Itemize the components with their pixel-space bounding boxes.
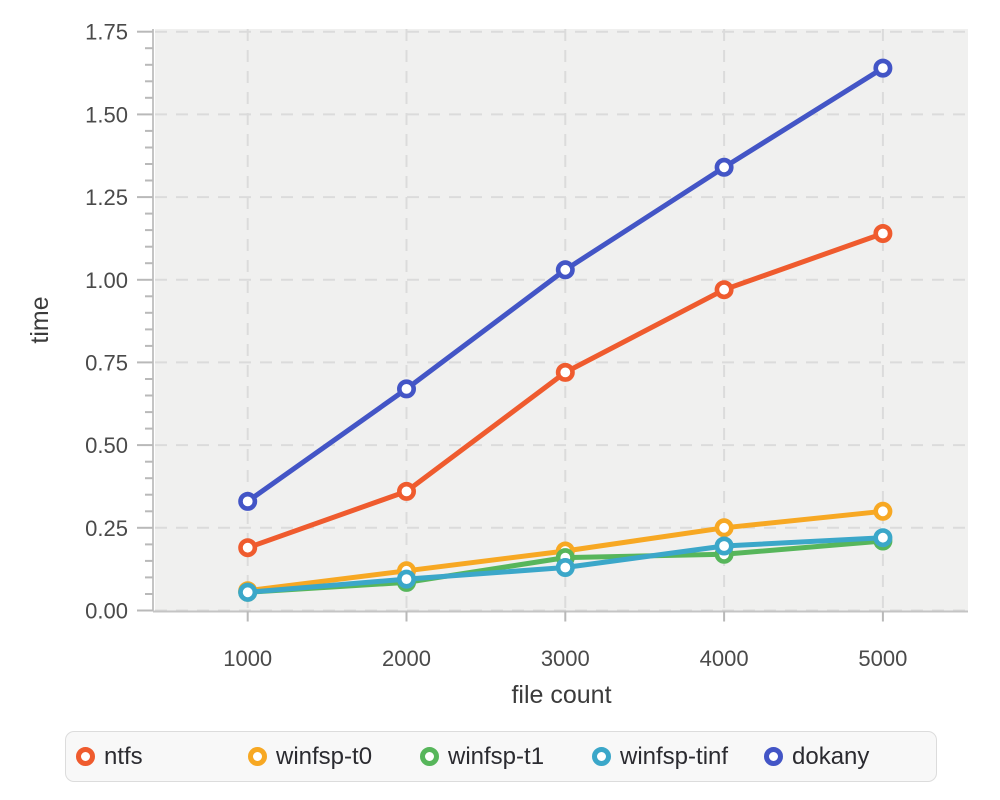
x-tick-label: 4000 (700, 646, 749, 671)
y-tick-label: 1.25 (85, 185, 128, 210)
legend-label: dokany (792, 742, 870, 770)
legend-item-winfsp-tinf: winfsp-tinf (592, 743, 764, 771)
dokany-marker-icon (764, 747, 783, 766)
series-point-dokany (555, 260, 575, 280)
x-tick-label: 5000 (858, 646, 907, 671)
series-point-ntfs (555, 362, 575, 382)
y-tick-label: 1.50 (85, 102, 128, 127)
legend-item-ntfs: ntfs (76, 743, 248, 771)
legend-item-dokany: dokany (764, 743, 936, 771)
series-point-dokany (714, 157, 734, 177)
series-point-winfsp-tinf (238, 582, 258, 602)
y-tick-label: 0.50 (85, 433, 128, 458)
x-tick-label: 2000 (382, 646, 431, 671)
x-axis-title: file count (511, 681, 611, 709)
y-axis-title: time (26, 296, 54, 343)
series-point-ntfs (873, 224, 893, 244)
series-point-winfsp-tinf (555, 557, 575, 577)
y-tick-label: 0.00 (85, 599, 128, 624)
chart-legend: ntfs winfsp-t0 winfsp-t1 winfsp-tinf dok… (65, 731, 937, 782)
ntfs-marker-icon (76, 747, 95, 766)
winfsp-t1-marker-icon (420, 747, 439, 766)
series-point-winfsp-tinf (714, 536, 734, 556)
y-tick-label: 0.75 (85, 350, 128, 375)
legend-label: winfsp-t0 (276, 742, 373, 770)
y-tick-label: 1.75 (85, 20, 128, 45)
legend-item-winfsp-t1: winfsp-t1 (420, 743, 592, 771)
legend-label: winfsp-tinf (620, 742, 729, 770)
x-tick-label: 3000 (541, 646, 590, 671)
series-point-ntfs (714, 280, 734, 300)
y-tick-label: 1.00 (85, 268, 128, 293)
series-point-dokany (238, 491, 258, 511)
series-point-winfsp-t0 (714, 518, 734, 538)
x-tick-label: 1000 (223, 646, 272, 671)
legend-label: winfsp-t1 (448, 742, 545, 770)
plot-area (155, 29, 968, 611)
series-point-winfsp-tinf (873, 528, 893, 548)
winfsp-t0-marker-icon (248, 747, 267, 766)
legend-item-winfsp-t0: winfsp-t0 (248, 743, 420, 771)
y-tick-label: 0.25 (85, 516, 128, 541)
series-point-dokany (396, 379, 416, 399)
series-point-winfsp-t0 (873, 501, 893, 521)
winfsp-tinf-marker-icon (592, 747, 611, 766)
series-point-winfsp-tinf (396, 569, 416, 589)
series-point-ntfs (396, 481, 416, 501)
series-point-dokany (873, 58, 893, 78)
series-point-ntfs (238, 538, 258, 558)
legend-label: ntfs (104, 742, 143, 770)
